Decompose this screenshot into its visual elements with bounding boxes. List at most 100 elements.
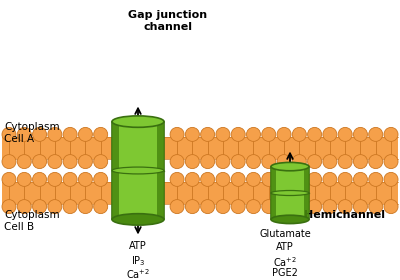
Circle shape (354, 127, 368, 141)
Circle shape (170, 127, 184, 141)
Circle shape (32, 127, 46, 141)
Circle shape (292, 200, 306, 214)
Ellipse shape (112, 167, 164, 174)
Circle shape (277, 200, 291, 214)
Bar (304, 167, 309, 220)
Text: Ca$^{+2}$: Ca$^{+2}$ (126, 267, 150, 280)
Circle shape (17, 155, 31, 169)
Circle shape (384, 200, 398, 214)
Circle shape (201, 200, 215, 214)
Text: Ca$^{+2}$: Ca$^{+2}$ (273, 255, 297, 269)
Circle shape (308, 200, 322, 214)
Circle shape (94, 172, 108, 186)
Circle shape (231, 200, 245, 214)
Circle shape (292, 155, 306, 169)
Circle shape (63, 172, 77, 186)
Circle shape (338, 155, 352, 169)
Circle shape (231, 155, 245, 169)
Bar (157, 122, 164, 220)
Circle shape (308, 155, 322, 169)
Circle shape (323, 155, 337, 169)
Circle shape (48, 200, 62, 214)
Circle shape (384, 127, 398, 141)
Circle shape (32, 172, 46, 186)
Circle shape (262, 172, 276, 186)
Circle shape (2, 155, 16, 169)
Bar (112, 122, 119, 220)
Text: Cytoplasm
Cell B: Cytoplasm Cell B (4, 210, 60, 232)
Circle shape (94, 200, 108, 214)
Bar (112, 122, 119, 220)
Circle shape (48, 127, 62, 141)
Circle shape (292, 172, 306, 186)
Circle shape (246, 127, 260, 141)
Circle shape (17, 200, 31, 214)
Circle shape (94, 155, 108, 169)
Bar (271, 167, 276, 220)
Circle shape (338, 200, 352, 214)
Circle shape (308, 127, 322, 141)
Circle shape (369, 172, 383, 186)
Ellipse shape (112, 214, 164, 225)
Circle shape (246, 172, 260, 186)
Circle shape (384, 172, 398, 186)
Bar (112, 122, 164, 220)
Circle shape (231, 127, 245, 141)
Circle shape (323, 172, 337, 186)
Circle shape (246, 200, 260, 214)
Circle shape (94, 127, 108, 141)
Circle shape (277, 172, 291, 186)
Circle shape (201, 155, 215, 169)
Circle shape (170, 155, 184, 169)
Bar (271, 167, 276, 220)
Circle shape (63, 127, 77, 141)
Circle shape (48, 155, 62, 169)
Circle shape (216, 200, 230, 214)
Circle shape (338, 127, 352, 141)
Circle shape (216, 155, 230, 169)
Circle shape (201, 127, 215, 141)
Circle shape (369, 200, 383, 214)
Ellipse shape (112, 116, 164, 127)
Circle shape (17, 127, 31, 141)
Circle shape (63, 155, 77, 169)
Circle shape (277, 155, 291, 169)
Text: Cytoplasm
Cell A: Cytoplasm Cell A (4, 122, 60, 144)
Ellipse shape (271, 215, 309, 223)
Circle shape (262, 155, 276, 169)
Circle shape (32, 155, 46, 169)
Circle shape (32, 200, 46, 214)
Circle shape (185, 172, 199, 186)
Circle shape (2, 127, 16, 141)
Circle shape (78, 200, 92, 214)
Text: Gap junction
channel: Gap junction channel (128, 10, 208, 32)
Circle shape (369, 127, 383, 141)
Ellipse shape (271, 162, 309, 171)
Circle shape (185, 200, 199, 214)
Circle shape (63, 200, 77, 214)
Bar (2, 182, 398, 204)
Ellipse shape (271, 190, 309, 195)
Text: Glutamate: Glutamate (259, 229, 311, 239)
Circle shape (216, 172, 230, 186)
Circle shape (48, 172, 62, 186)
Circle shape (2, 172, 16, 186)
Circle shape (354, 200, 368, 214)
Circle shape (78, 127, 92, 141)
Text: PGE2: PGE2 (272, 269, 298, 278)
Circle shape (262, 127, 276, 141)
Circle shape (170, 200, 184, 214)
Circle shape (292, 127, 306, 141)
Circle shape (185, 155, 199, 169)
Circle shape (354, 172, 368, 186)
Circle shape (384, 155, 398, 169)
Text: ATP: ATP (129, 241, 147, 251)
Bar (304, 167, 309, 220)
Circle shape (354, 155, 368, 169)
Circle shape (369, 155, 383, 169)
Circle shape (201, 172, 215, 186)
Circle shape (323, 200, 337, 214)
Circle shape (338, 172, 352, 186)
Bar (2, 137, 398, 159)
Text: IP$_3$: IP$_3$ (131, 255, 145, 268)
